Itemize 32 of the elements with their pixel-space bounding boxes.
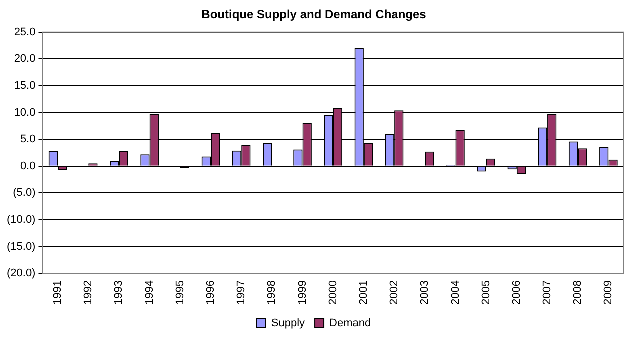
x-tick-label: 1994 [144,280,156,306]
y-tick-label: (5.0) [13,187,36,200]
y-tick-label: 10.0 [14,106,36,119]
x-tick-label: 1992 [82,280,95,306]
y-tick-label: (15.0) [6,240,36,253]
chart-title: Boutique Supply and Demand Changes [202,8,427,22]
x-tick-label: 2007 [542,280,554,306]
x-tick-label: 1998 [266,280,278,306]
y-tick-label: 15.0 [14,80,36,92]
x-tick-label: 2006 [510,280,523,306]
x-tick-label: 1997 [236,280,248,306]
legend-label: Supply [271,318,306,330]
y-tick-label: 20.0 [14,53,36,66]
x-tick-label: 1999 [296,280,309,306]
x-tick-label: 2004 [450,280,462,306]
x-tick-label: 1993 [113,280,126,306]
legend-label: Demand [330,318,372,330]
x-tick-label: 2008 [572,280,584,306]
x-tick-label: 1995 [174,280,186,306]
y-tick-label: (20.0) [6,268,36,280]
x-tick-label: 2005 [480,280,492,306]
x-tick-label: 2009 [602,280,615,306]
x-tick-label: 1996 [205,280,218,306]
y-tick-label: 25.0 [14,26,36,38]
x-tick-label: 2002 [388,280,401,306]
y-tick-label: 5.0 [20,134,36,146]
x-tick-label: 1991 [52,280,64,306]
y-tick-label: (10.0) [6,214,36,226]
x-tick-label: 2003 [419,280,432,306]
x-tick-label: 2000 [327,280,340,306]
x-tick-label: 2001 [358,280,370,306]
y-tick-label: 0.0 [20,160,36,172]
